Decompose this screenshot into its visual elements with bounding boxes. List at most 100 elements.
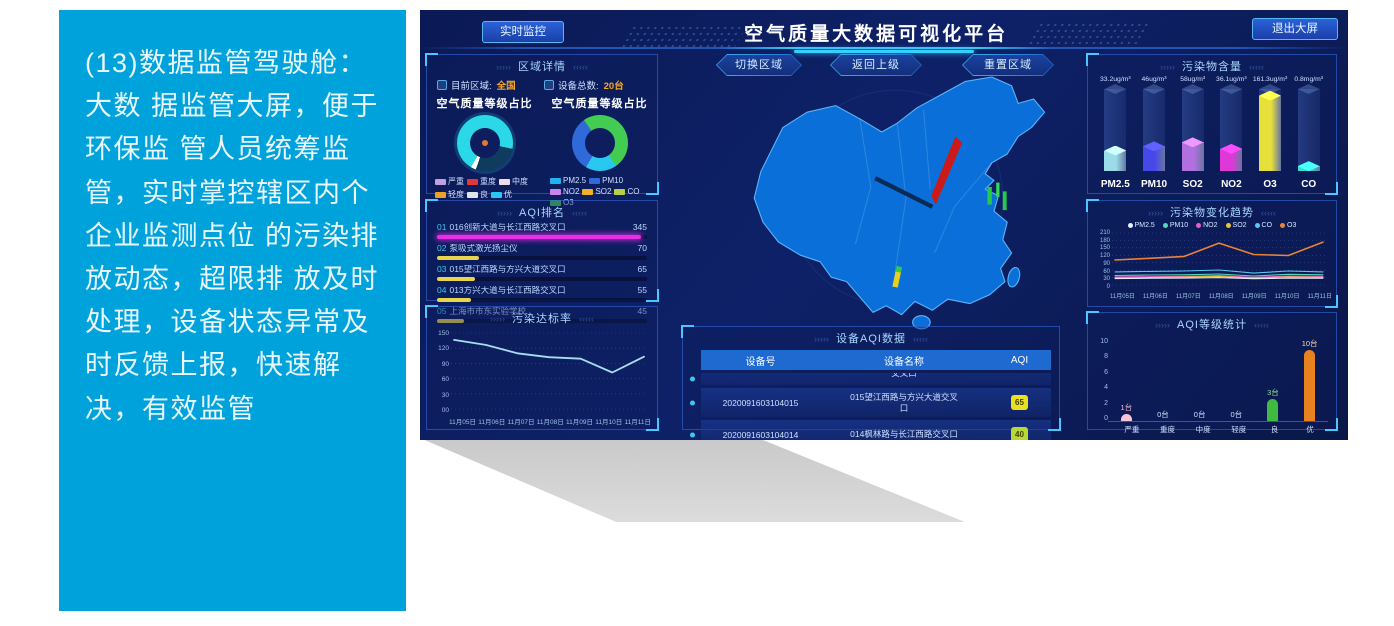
table-row-strip: 2020091603104014 014枫林路与长江西路交叉口 40	[701, 420, 1051, 440]
rank-row-line: 01 016创新大道与长江西路交叉口 345	[437, 223, 647, 232]
level-category-label: 重度	[1159, 425, 1175, 434]
pollutant-column: 58ug/m³ SO2	[1173, 76, 1212, 190]
trend-x-axis: 11月05日 11月06日 11月07日 11月08日 11月09日 11月10日 11月1…	[1110, 291, 1332, 300]
china-map-svg[interactable]	[730, 66, 1060, 330]
pollutant-donut-title: 空气质量等级占比	[551, 98, 648, 110]
pollutant-legend-label: NO2	[563, 187, 580, 196]
pollutant-bar-zone	[1259, 84, 1282, 171]
pollutant-trend-title: 污染物变化趋势	[1088, 201, 1336, 220]
pollutant-bar-zone	[1143, 84, 1165, 171]
trend-legend-label: PM2.5	[1134, 222, 1155, 229]
map-marker-green-2	[996, 182, 1000, 197]
quality-legend-swatch	[467, 178, 478, 185]
aqi-badge: 40	[1011, 427, 1028, 440]
pollutant-bar	[1181, 137, 1204, 171]
rank-value: 65	[637, 264, 647, 274]
pollutant-label: SO2	[1182, 179, 1203, 190]
device-id-cell: 2020091603104015	[722, 397, 799, 408]
table-header-cell: AQI	[1010, 354, 1029, 366]
level-categories: 严重 重度 中度 轻度 良 优	[1114, 424, 1328, 435]
table-row-strip: 交叉口	[701, 373, 1051, 385]
device-name-text: 014枫林路与长江西路交叉口	[850, 429, 958, 440]
china-map[interactable]	[730, 66, 1060, 330]
pollutant-value: 0.8mg/m³	[1294, 76, 1324, 83]
pollutant-value: 36.1ug/m³	[1216, 76, 1247, 83]
pollutant-content-panel: 污染物含量 33.2ug/m³ PM2.5 46ug/m³ PM10 58ug/m³ SO…	[1086, 53, 1338, 195]
trend-legend-dot	[1254, 223, 1260, 228]
level-value-label: 10台	[1301, 339, 1318, 348]
series-compliance	[453, 338, 645, 374]
aqi-ranking-title: AQI排名	[427, 201, 657, 220]
header-accent-bar	[794, 50, 974, 53]
level-column: 10台	[1298, 338, 1322, 421]
ghost-column-cap	[1297, 84, 1320, 94]
page-title: 空气质量大数据可视化平台	[744, 24, 1009, 45]
aqi-cell: 40	[988, 427, 1051, 440]
device-name-text: 015望江西路与方兴大道交叉口	[850, 391, 958, 413]
pollutant-legend-swatch	[614, 188, 626, 195]
device-aqi-table-panel: 设备AQI数据 设备号 设备名称 AQI 交叉口 2020091603104015 01…	[681, 325, 1061, 440]
level-category-label: 优	[1306, 425, 1314, 434]
trend-y-axis: 210 180 150 120 90 60 30 0	[1092, 230, 1110, 290]
taiwan-island	[1007, 266, 1021, 288]
pollutant-bar-cap	[1259, 90, 1282, 101]
ghost-column-cap	[1220, 84, 1243, 94]
switch-region-button[interactable]: 切换区域	[716, 54, 802, 76]
pollutant-legend-item: SO2	[582, 187, 611, 196]
trend-legend-label: NO2	[1203, 222, 1218, 229]
china-outline[interactable]	[753, 76, 1046, 316]
pollutant-bar	[1143, 141, 1165, 171]
level-y-tick: 10	[1100, 338, 1108, 345]
x-tick: 11月09日	[1241, 294, 1267, 300]
pollutant-legend-item: PM10	[589, 176, 623, 185]
ghost-column-cap	[1259, 84, 1282, 94]
live-monitor-button[interactable]: 实时监控	[482, 21, 564, 43]
device-aqi-table-title: 设备AQI数据	[683, 327, 1059, 346]
rank-value: 345	[632, 222, 647, 232]
level-y-tick: 0	[1104, 414, 1108, 422]
device-name-cell: 015望江西路与方兴大道交叉口	[820, 392, 988, 413]
x-tick: 11月05日	[1110, 294, 1135, 300]
rank-number: 02	[437, 243, 447, 253]
table-body: 交叉口 2020091603104015 015望江西路与方兴大道交叉口 65 2020…	[687, 373, 1051, 440]
reset-region-button[interactable]: 重置区域	[962, 54, 1054, 76]
quality-legend-item: 轻度	[435, 189, 464, 200]
pollutant-label: O3	[1263, 179, 1277, 190]
trend-legend-dot	[1127, 223, 1133, 228]
pollutant-value: 46ug/m³	[1141, 76, 1167, 83]
back-upper-level-button[interactable]: 返回上级	[830, 54, 922, 76]
note-card: (13)数据监管驾驶舱：大数 据监管大屏，便于环保监 管人员统筹监管，实时掌控辖…	[59, 10, 406, 611]
pollutant-bar-cap	[1104, 145, 1127, 156]
rank-row: 04 013方兴大道与长江西路交叉口 55	[437, 286, 647, 302]
level-column: 0台	[1224, 338, 1248, 421]
quality-legend-label: 中度	[512, 177, 528, 186]
rank-bar	[437, 256, 479, 260]
table-row-partial: 交叉口	[687, 373, 1051, 385]
row-dot	[690, 432, 695, 437]
pollutant-column: 33.2ug/m³ PM2.5	[1096, 76, 1135, 190]
region-details-title: 区域详情	[427, 55, 657, 74]
pollutant-share-legend: PM2.5 PM10 NO2 SO2 CO O3	[542, 171, 657, 208]
pollutant-column: 36.1ug/m³ NO2	[1212, 76, 1251, 190]
trend-legend-dot	[1162, 223, 1168, 228]
pollutant-bar	[1104, 145, 1127, 171]
level-value-label: 3台	[1267, 388, 1279, 398]
pollutant-label: PM2.5	[1100, 179, 1130, 190]
table-row[interactable]: 2020091603104014 014枫林路与长江西路交叉口 40	[687, 420, 1051, 440]
quality-legend-swatch	[435, 178, 446, 185]
level-y-tick: 8	[1104, 353, 1108, 361]
level-category-label: 中度	[1195, 425, 1211, 434]
y-tick: 30	[1103, 276, 1110, 283]
pollutant-legend-item: CO	[614, 187, 639, 196]
exit-fullscreen-button[interactable]: 退出大屏	[1252, 18, 1338, 40]
trend-legend-dot	[1280, 223, 1286, 228]
rank-row-line: 02 泵吸式激光扬尘仪 70	[437, 244, 647, 253]
trend-legend-dot	[1225, 223, 1231, 228]
x-tick: 11月10日	[1274, 294, 1300, 300]
quality-level-legend: 严重 重度 中度 轻度 良 优	[427, 171, 542, 201]
table-row[interactable]: 2020091603104015 015望江西路与方兴大道交叉口 65	[687, 388, 1051, 417]
rank-track	[437, 235, 647, 239]
station-name: 016创新大道与长江西路交叉口	[449, 223, 566, 232]
trend-legend-item: CO	[1254, 222, 1272, 229]
